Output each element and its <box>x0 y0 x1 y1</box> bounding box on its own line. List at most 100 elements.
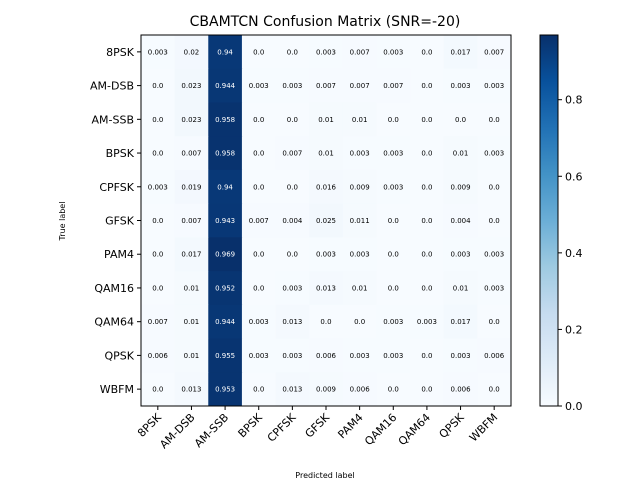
cell-value-label: 0.003 <box>249 82 269 90</box>
cell-value-label: 0.943 <box>215 217 235 225</box>
cell-value-label: 0.0 <box>320 318 331 326</box>
heatmap-cell-labels: 0.003 0.02 0.94 0.0 0.0 0.003 0.007 0.003 0.0 0.0… <box>148 48 505 393</box>
x-tick-label: GFSK <box>303 410 333 440</box>
cell-value-label: 0.0 <box>421 386 432 394</box>
cell-value-label: 0.003 <box>383 318 403 326</box>
heatmap-cell <box>342 304 377 340</box>
cell-value-label: 0.0 <box>253 116 264 124</box>
heatmap-cell <box>241 136 277 171</box>
heatmap-cell <box>141 338 176 373</box>
heatmap-cell <box>376 35 411 70</box>
heatmap-cell <box>443 304 478 340</box>
heatmap-cell <box>342 136 377 171</box>
heatmap-cell <box>477 338 512 373</box>
cell-value-label: 0.0 <box>489 116 500 124</box>
cell-value-label: 0.0 <box>421 150 432 158</box>
heatmap-cell <box>275 372 310 407</box>
cell-value-label: 0.955 <box>215 352 235 360</box>
cell-value-label: 0.0 <box>152 217 163 225</box>
heatmap-cell <box>477 102 512 137</box>
heatmap-cell <box>208 68 243 103</box>
heatmap-cell <box>477 203 512 238</box>
cell-value-label: 0.0 <box>421 116 432 124</box>
cell-value-label: 0.003 <box>350 352 370 360</box>
heatmap-cell <box>174 203 209 238</box>
heatmap-cell <box>309 237 344 272</box>
heatmap-cell <box>275 35 310 70</box>
cell-value-label: 0.003 <box>316 48 336 56</box>
cell-value-label: 0.0 <box>455 116 466 124</box>
cell-value-label: 0.0 <box>388 217 399 225</box>
heatmap-cell <box>141 68 176 103</box>
cell-value-label: 0.006 <box>148 352 169 360</box>
heatmap-cell <box>342 35 377 70</box>
heatmap-cell <box>410 102 445 137</box>
heatmap-cell <box>443 102 478 137</box>
cell-value-label: 0.01 <box>318 116 334 124</box>
heatmap-cell <box>443 68 478 103</box>
cell-value-label: 0.006 <box>451 386 472 394</box>
cell-value-label: 0.013 <box>282 318 302 326</box>
heatmap-cell <box>410 169 445 205</box>
heatmap-cell <box>342 169 377 205</box>
cell-value-label: 0.01 <box>184 318 200 326</box>
heatmap-cell <box>342 237 377 272</box>
cell-value-label: 0.017 <box>181 251 201 259</box>
cell-value-label: 0.0 <box>287 48 298 56</box>
heatmap-cell <box>241 35 277 70</box>
cell-value-label: 0.0 <box>253 251 264 259</box>
cell-value-label: 0.944 <box>215 82 236 90</box>
heatmap-cell <box>208 169 243 205</box>
cell-value-label: 0.009 <box>350 183 370 191</box>
heatmap-cell <box>275 203 310 238</box>
cell-value-label: 0.0 <box>388 386 399 394</box>
heatmap-cell <box>477 372 512 407</box>
cell-value-label: 0.01 <box>352 284 368 292</box>
y-axis-ticks: 8PSK AM-DSB AM-SSB BPSK CPFSK GFSK PAM4 QAM16 QA… <box>90 46 141 396</box>
y-axis-label: True label <box>58 202 67 242</box>
colorbar-ticks: 0.0 0.2 0.4 0.6 0.8 <box>558 94 583 413</box>
heatmap-cell <box>410 372 445 407</box>
cell-value-label: 0.003 <box>350 251 370 259</box>
y-tick-label: WBFM <box>100 383 134 396</box>
heatmap-cell <box>443 136 478 171</box>
heatmap-cell <box>342 338 377 373</box>
heatmap-cell <box>208 35 243 70</box>
y-tick-label: BPSK <box>106 147 135 160</box>
cell-value-label: 0.013 <box>282 386 302 394</box>
heatmap-cell <box>410 203 445 238</box>
cell-value-label: 0.01 <box>318 150 334 158</box>
heatmap-cell <box>241 203 277 238</box>
y-tick-label: CPFSK <box>99 181 134 194</box>
y-tick-label: QAM64 <box>94 316 134 329</box>
cell-value-label: 0.944 <box>215 318 236 326</box>
cell-value-label: 0.0 <box>152 251 163 259</box>
heatmap-cell <box>208 338 243 373</box>
cell-value-label: 0.0 <box>388 116 399 124</box>
heatmap-cell <box>309 136 344 171</box>
heatmap-cell <box>410 35 445 70</box>
heatmap-cell <box>241 237 277 272</box>
heatmap-cell <box>174 35 209 70</box>
heatmap-cell <box>241 68 277 103</box>
heatmap-cell <box>241 338 277 373</box>
cell-value-label: 0.0 <box>489 318 500 326</box>
cell-value-label: 0.0 <box>421 48 432 56</box>
heatmap-cell <box>477 237 512 272</box>
cell-value-label: 0.003 <box>383 352 403 360</box>
heatmap-cell <box>174 136 209 171</box>
cell-value-label: 0.0 <box>253 48 264 56</box>
cell-value-label: 0.003 <box>383 183 403 191</box>
heatmap-cell <box>376 68 411 103</box>
cell-value-label: 0.007 <box>282 150 302 158</box>
cell-value-label: 0.0 <box>489 217 500 225</box>
cell-value-label: 0.0 <box>287 116 298 124</box>
cell-value-label: 0.958 <box>215 150 235 158</box>
cell-value-label: 0.0 <box>152 82 163 90</box>
cell-value-label: 0.969 <box>215 251 235 259</box>
heatmap-cell <box>309 35 344 70</box>
cell-value-label: 0.0 <box>489 386 500 394</box>
cell-value-label: 0.01 <box>352 116 368 124</box>
heatmap-cell <box>477 271 512 306</box>
cell-value-label: 0.003 <box>484 251 504 259</box>
